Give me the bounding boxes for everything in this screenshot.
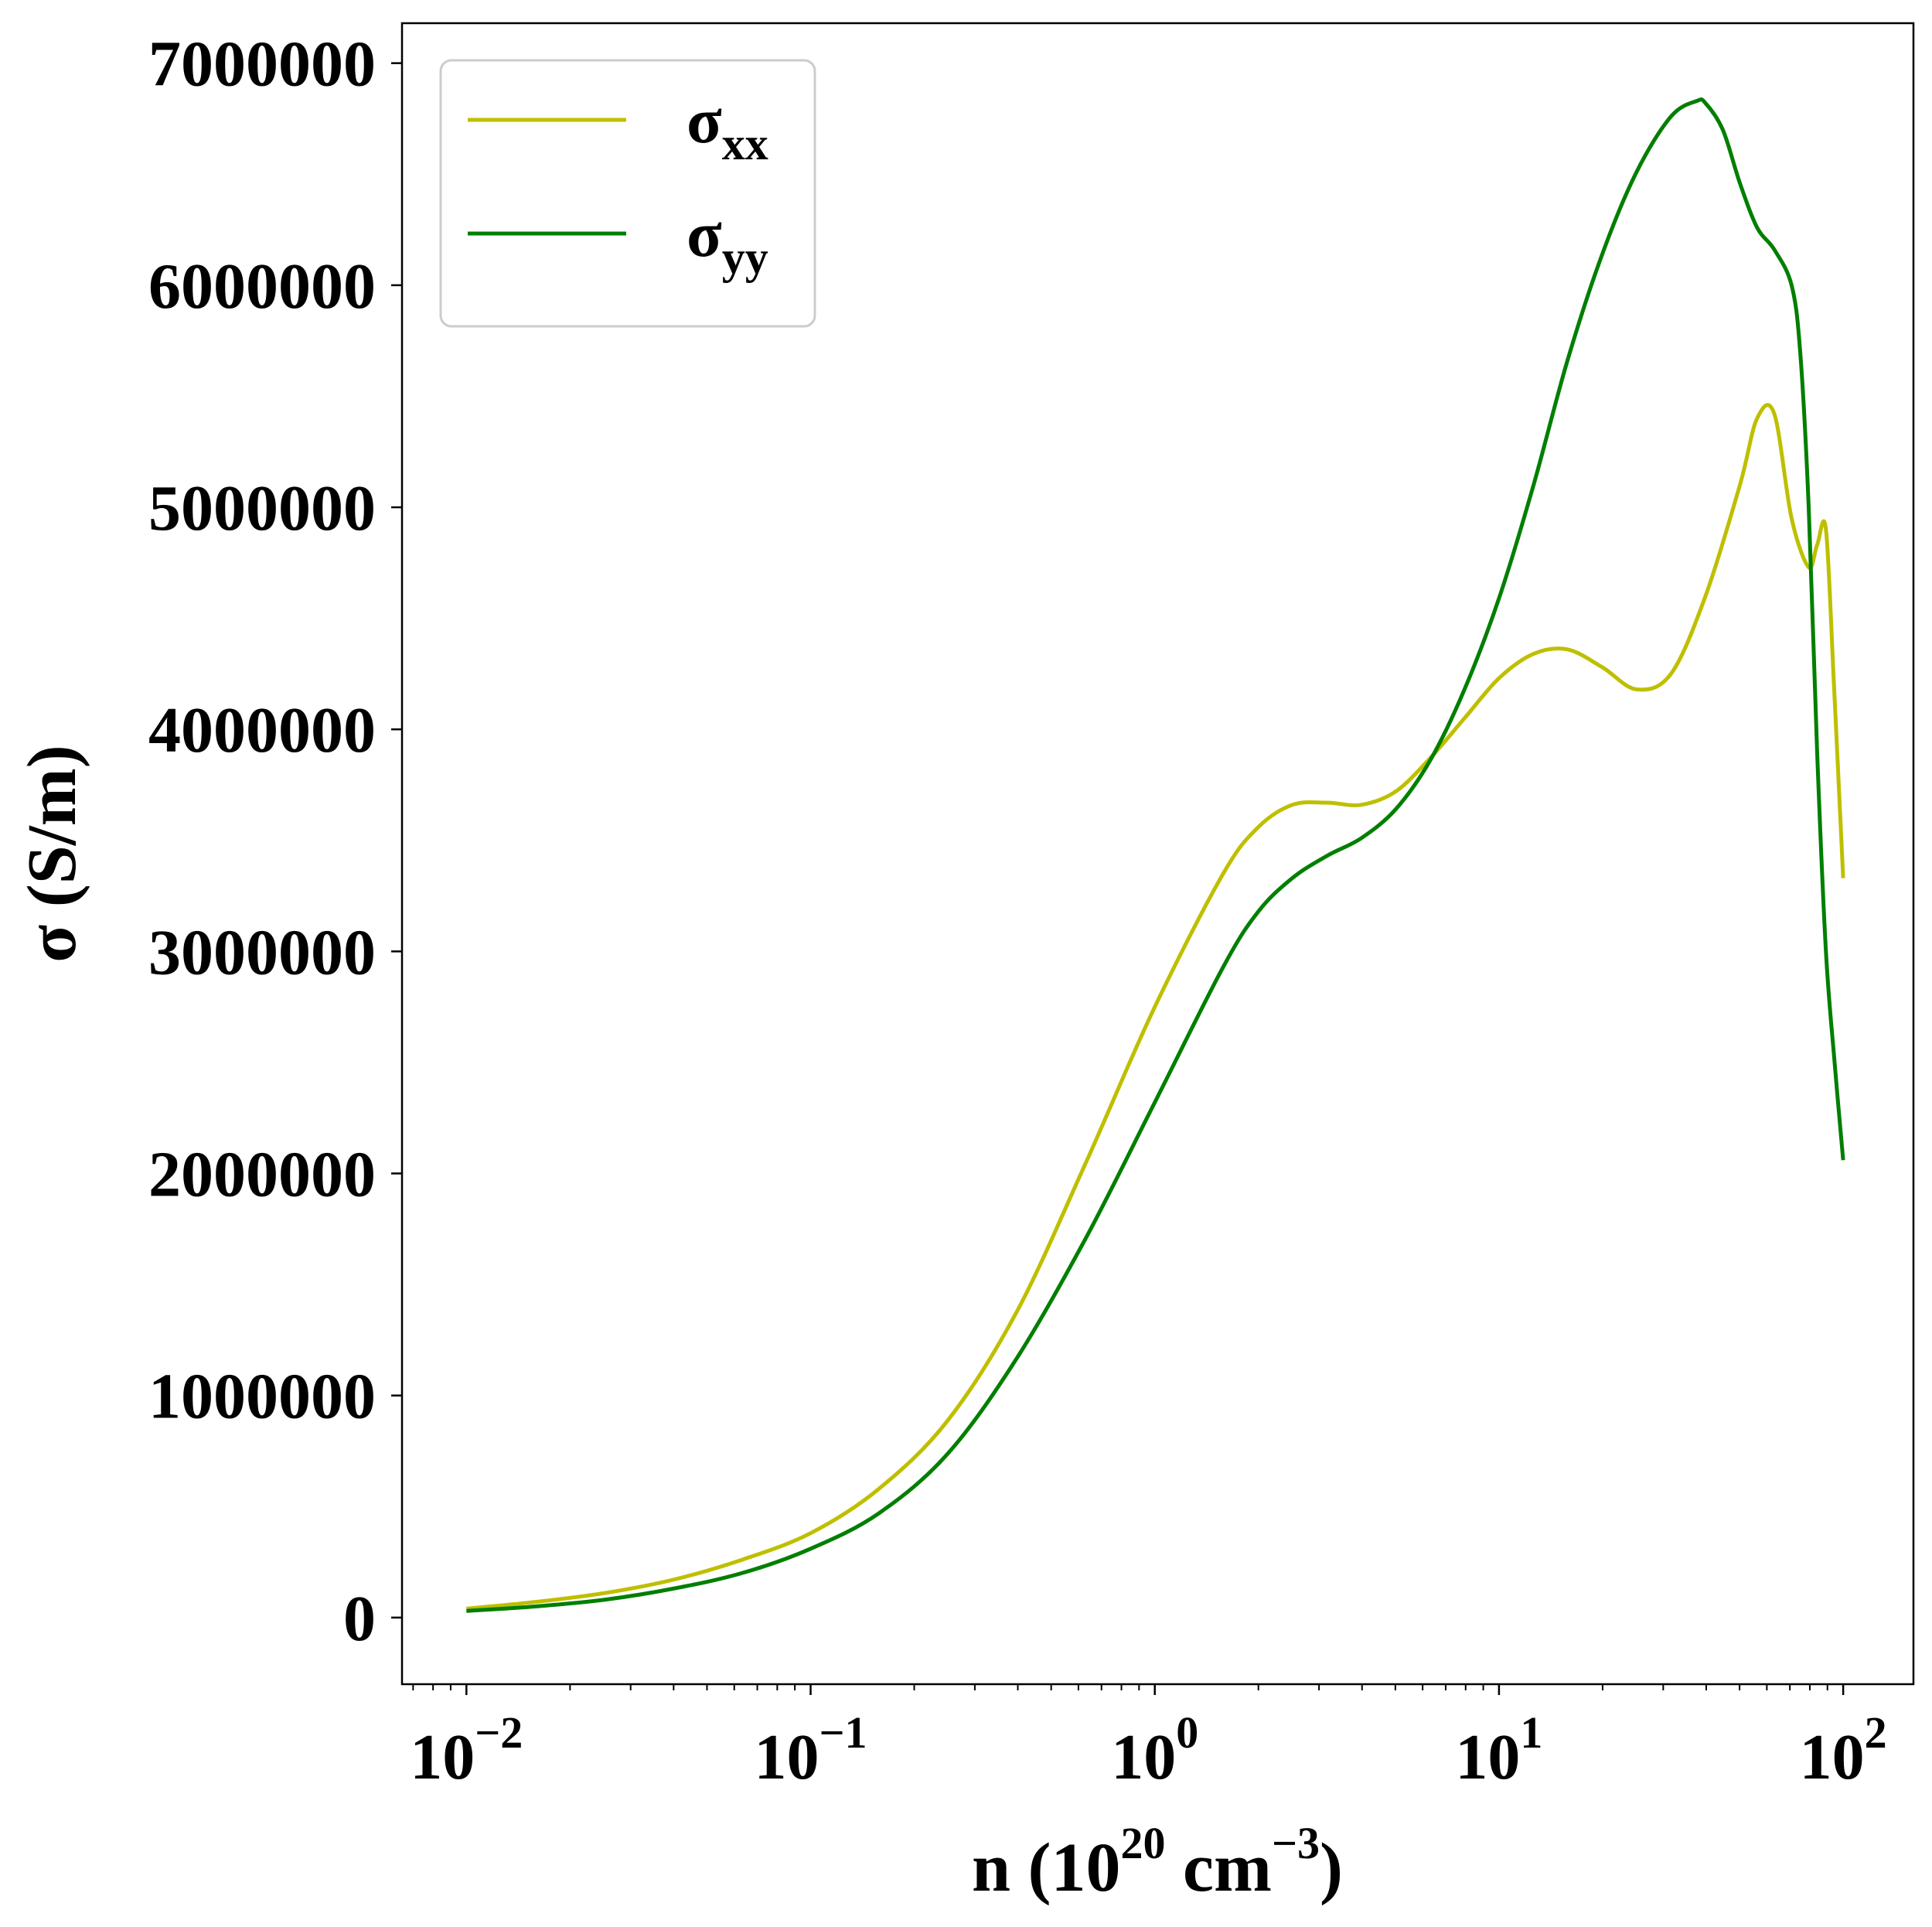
x-tick-label: 100: [1111, 1707, 1198, 1793]
x-axis-ticks: 10−2 10−1 100 101 102: [410, 1684, 1887, 1793]
x-axis-label: n (1020 cm−3): [972, 1818, 1343, 1906]
plot-area-frame: [400, 22, 1915, 1686]
y-tick-label: 1000000: [148, 1361, 376, 1433]
series-line-sigma-xx: [466, 403, 1845, 1611]
legend-label-sigma-yy: σyy: [687, 199, 768, 283]
y-tick-label: 6000000: [148, 251, 376, 322]
y-tick-label: 7000000: [148, 29, 376, 101]
legend-box: [439, 59, 816, 328]
curves-layer: [466, 97, 1845, 1613]
y-axis-ticks: 0 1000000 2000000 3000000 4000000 5000000 6000…: [148, 29, 402, 1655]
series-line-sigma-yy: [466, 97, 1845, 1613]
legend: σxx σyy: [439, 59, 816, 328]
y-tick-label: 2000000: [148, 1139, 376, 1211]
y-tick-label: 3000000: [148, 916, 376, 988]
y-axis-label: σ (S/m): [14, 745, 90, 962]
x-tick-label: 10−1: [754, 1707, 867, 1793]
y-tick-label: 5000000: [148, 472, 376, 544]
y-tick-label: 4000000: [148, 694, 376, 766]
x-tick-label: 10−2: [410, 1707, 523, 1793]
x-tick-label: 101: [1455, 1707, 1542, 1793]
legend-label-sigma-xx: σxx: [687, 85, 768, 169]
y-tick-label: 0: [343, 1583, 376, 1655]
x-tick-label: 102: [1800, 1707, 1887, 1793]
